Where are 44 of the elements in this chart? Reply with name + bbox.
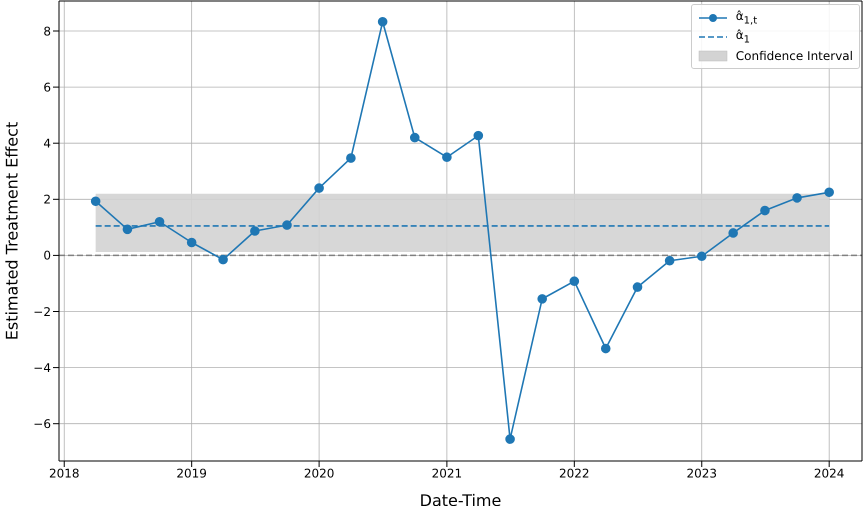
point: [186, 238, 196, 248]
point: [600, 344, 611, 354]
y-tick-label: −4: [33, 360, 51, 375]
point: [90, 196, 100, 206]
point: [824, 187, 834, 198]
x-tick-label: 2022: [559, 466, 590, 481]
point: [632, 282, 642, 292]
y-tick-label: 6: [43, 80, 51, 94]
x-tick-label: 2018: [48, 466, 80, 481]
point: [537, 294, 547, 304]
y-tick-label: 8: [43, 24, 51, 38]
point: [122, 224, 132, 234]
point: [505, 434, 515, 444]
legend-label: α̂$_{1,t}$: [736, 8, 758, 26]
x-tick-label: 2020: [304, 466, 334, 481]
y-tick-label: 0: [43, 248, 51, 263]
legend-label: Confidence Interval: [736, 48, 853, 62]
point: [282, 220, 292, 230]
point: [792, 193, 802, 203]
x-axis-title: Date-Time: [420, 491, 502, 506]
point: [154, 216, 164, 227]
x-tick-label: 2021: [432, 466, 462, 481]
point: [410, 132, 420, 142]
point: [314, 183, 324, 193]
point: [218, 254, 228, 264]
y-tick-label: −6: [33, 416, 51, 431]
point: [474, 130, 484, 140]
x-tick-label: 2019: [176, 466, 207, 481]
point: [760, 206, 770, 216]
y-tick-label: −2: [33, 304, 51, 319]
x-tick-label: 2024: [814, 466, 844, 481]
y-tick-label: 2: [43, 192, 51, 207]
x-tick-label: 2023: [686, 466, 718, 481]
legend-label: α̂$_{1}$: [736, 28, 750, 46]
point: [346, 153, 356, 163]
y-axis-title: Estimated Treatment Effect: [2, 122, 22, 340]
point: [728, 228, 738, 238]
point: [378, 16, 388, 27]
y-tick-label: 4: [43, 136, 51, 150]
point: [250, 226, 260, 236]
point: [442, 152, 452, 162]
point: [696, 251, 707, 262]
point: [570, 276, 580, 286]
point: [664, 256, 674, 266]
